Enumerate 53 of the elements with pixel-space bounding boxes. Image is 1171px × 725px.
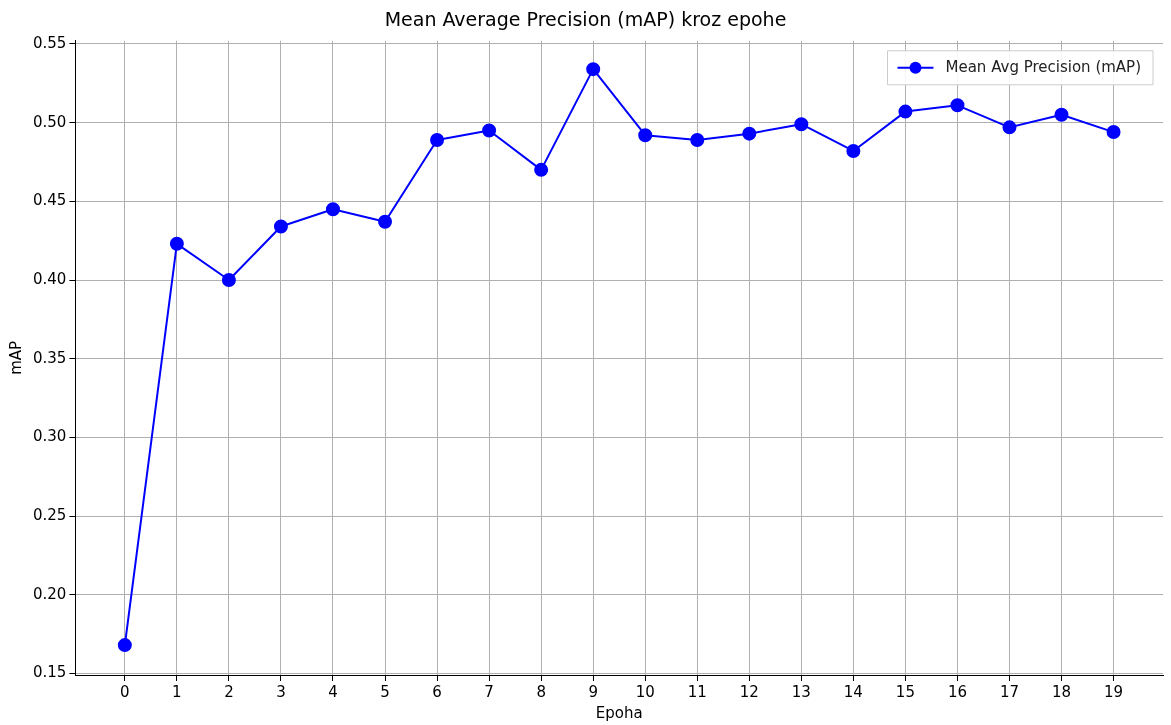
y-tick-label: 0.25 [32,505,67,524]
y-tick-label: 0.55 [32,33,67,52]
point [846,143,861,158]
chart-title: Mean Average Precision (mAP) kroz epohe [384,8,787,31]
x-tick-label: 1 [172,682,182,701]
point [482,123,497,138]
x-tick-label: 18 [1051,682,1072,701]
point [1106,125,1121,140]
x-tick-label: 3 [276,682,286,701]
y-axis-title: mAP [6,340,25,375]
x-tick-label: 6 [432,682,442,701]
point [690,132,705,147]
point [169,236,184,251]
y-tick-label: 0.35 [32,348,67,367]
x-tick-label: 16 [947,682,967,701]
x-tick-label: 13 [791,682,811,701]
point [1054,107,1069,122]
point [221,273,236,287]
x-tick-label: 0 [120,682,130,701]
point [898,104,913,119]
point [950,98,965,113]
y-tick-label: 0.20 [32,584,67,603]
y-tick-label: 0.30 [32,427,67,446]
x-tick-label: 11 [687,682,707,701]
point [586,62,601,77]
point [534,162,549,177]
x-tick-label: 14 [843,682,863,701]
point [325,202,340,217]
x-tick-label: 7 [484,682,494,701]
point [430,132,445,147]
point [638,128,653,143]
legend-label: Mean Avg Precision (mAP) [945,57,1142,76]
y-tick-label: 0.50 [32,112,67,131]
x-tick-label: 9 [588,682,598,701]
point [1002,120,1017,135]
y-tick-label: 0.15 [32,663,67,682]
x-tick-label: 15 [895,682,915,701]
point [742,126,757,141]
y-tick-label: 0.40 [32,269,67,288]
x-tick-label: 8 [536,682,546,701]
x-tick-label: 4 [328,682,338,701]
point [273,219,288,234]
x-tick-label: 19 [1104,682,1124,701]
x-tick-label: 2 [224,682,234,701]
x-tick-label: 12 [739,682,759,701]
point [794,117,809,132]
x-axis-title: Epoha [595,703,643,722]
y-tick-label: 0.45 [32,191,67,210]
x-tick-label: 17 [999,682,1020,701]
x-tick-label: 5 [380,682,390,701]
point [117,638,132,653]
point [378,214,393,229]
x-tick-label: 10 [635,682,655,701]
